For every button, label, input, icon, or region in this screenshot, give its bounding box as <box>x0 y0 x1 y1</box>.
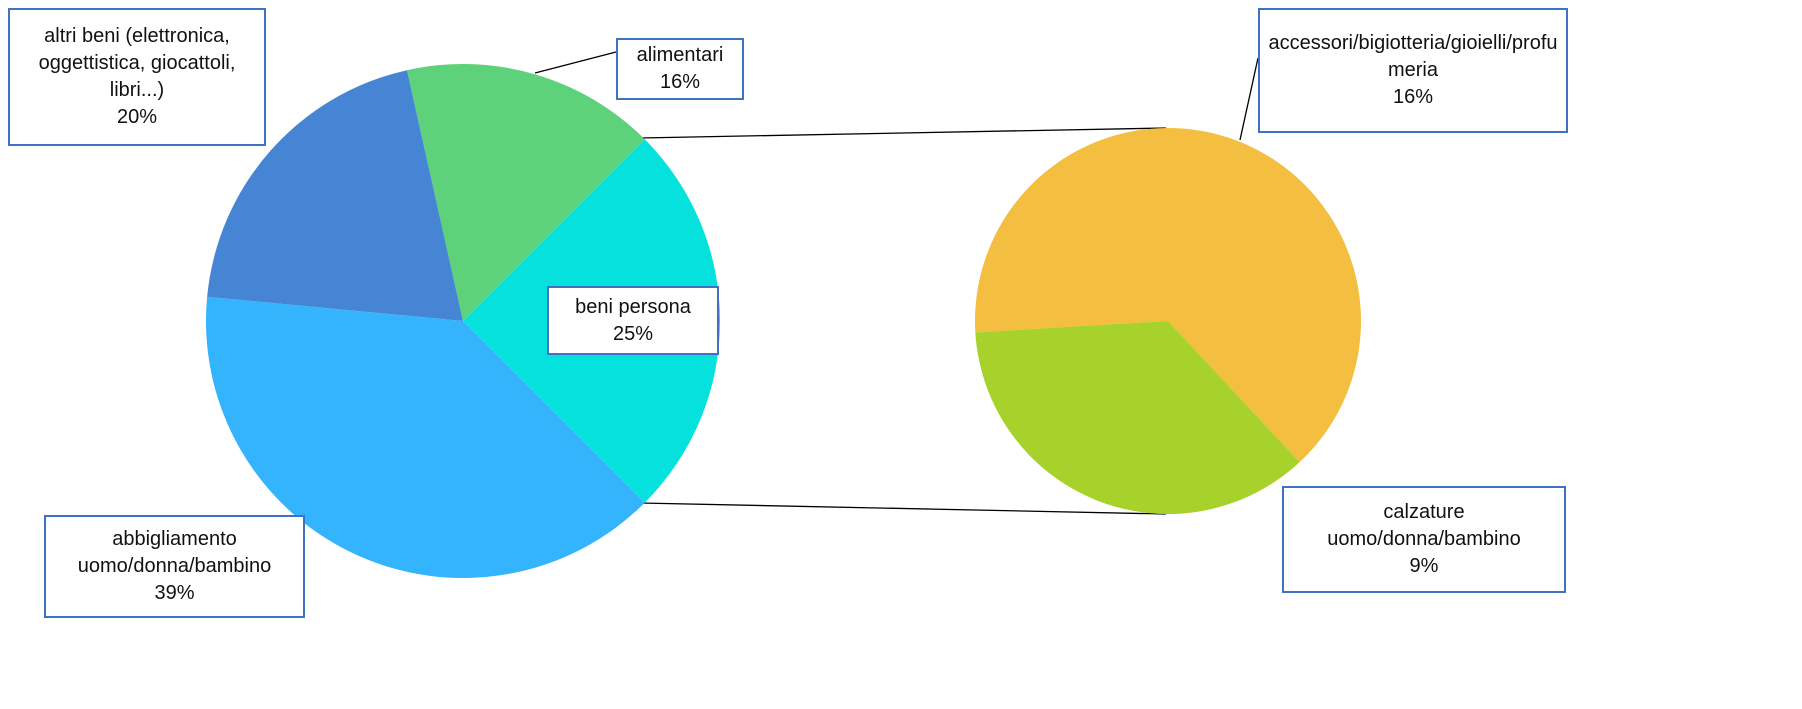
data-label: altri beni (elettronica, oggettistica, g… <box>8 8 266 146</box>
pie-slice <box>207 70 463 321</box>
value-label: 25% <box>612 322 654 345</box>
value-label: 39% <box>154 582 195 604</box>
data-label: abbigliamento uomo/donna/bambino 39% <box>44 515 305 618</box>
value-label: 16% <box>1392 86 1434 108</box>
category-label: calzature uomo/donna/bambino <box>1327 501 1521 550</box>
leader-line <box>1239 57 1259 141</box>
connector-line <box>639 127 1167 139</box>
pie-slice <box>206 296 645 578</box>
category-label: altri beni (elettronica, oggettistica, g… <box>38 25 236 101</box>
category-label: abbigliamento uomo/donna/bambino <box>77 528 272 577</box>
value-label: 9% <box>1409 555 1439 577</box>
pie-slice <box>975 128 1362 463</box>
category-label: accessori/bigiotteria/gioielli/profumeri… <box>1268 32 1558 81</box>
value-label: 20% <box>116 106 158 128</box>
data-label: calzature uomo/donna/bambino 9% <box>1282 486 1566 593</box>
connector-line <box>639 502 1167 515</box>
pie-slice <box>975 321 1300 515</box>
value-label: 16% <box>659 71 701 93</box>
leader-line <box>534 51 617 74</box>
pie-slice <box>406 64 645 321</box>
category-label: beni persona <box>575 295 691 318</box>
category-label: alimentari <box>636 44 724 66</box>
data-label: beni persona 25% <box>547 286 719 355</box>
data-label: alimentari 16% <box>616 38 744 100</box>
data-label: accessori/bigiotteria/gioielli/profumeri… <box>1258 8 1568 133</box>
